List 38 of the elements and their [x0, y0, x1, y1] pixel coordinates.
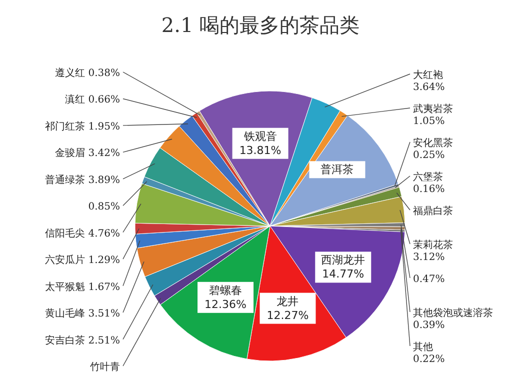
data-label: 0.85%	[88, 202, 120, 213]
slice-label: 其他	[413, 341, 433, 353]
slice-label: 碧螺春	[209, 284, 242, 297]
slice-label: 六堡茶	[413, 171, 443, 183]
data-label: 12.27%	[266, 308, 309, 322]
slice-label: 金骏眉 3.42%	[55, 147, 120, 160]
chart-title: 2.1 喝的最多的茶品类	[161, 13, 360, 37]
slice-label: 竹叶青	[90, 361, 120, 373]
data-label: 0.25%	[413, 150, 445, 161]
slice-label: 遵义红 0.38%	[55, 67, 120, 79]
slice-label: 其他袋泡或速溶茶	[413, 307, 493, 319]
data-label: 3.12%	[413, 252, 445, 263]
slice-label: 大红袍	[413, 69, 443, 81]
data-label: 14.77%	[322, 268, 364, 281]
slice-label: 黄山毛峰 3.51%	[45, 308, 120, 320]
slice-label: 福鼎白茶	[413, 205, 453, 217]
slice-label: 太平猴魁 1.67%	[45, 280, 120, 293]
slice-label: 祁门红茶 1.95%	[45, 120, 120, 132]
slice-label: 六安瓜片 1.29%	[45, 254, 120, 266]
data-label: 0.16%	[413, 184, 445, 195]
slice-label: 滇红 0.66%	[65, 94, 120, 106]
slice-label: 茉莉花茶	[413, 239, 453, 251]
data-label: 3.64%	[413, 82, 445, 93]
slice-label: 普通绿茶 3.89%	[45, 174, 120, 186]
slice-label: 龙井	[276, 294, 299, 308]
slice-label: 安化黑茶	[413, 137, 453, 149]
slice-label: 西湖龙井	[321, 254, 366, 267]
data-label: 0.39%	[413, 320, 445, 331]
data-label: 0.22%	[413, 354, 445, 365]
data-label: 13.81%	[239, 144, 282, 157]
data-label: 0.47%	[413, 274, 445, 285]
slice-label: 铁观音	[242, 130, 277, 143]
slice-label: 武夷岩茶	[413, 103, 453, 115]
slice-label: 信阳毛尖 4.76%	[45, 227, 120, 240]
slice-label: 普洱茶	[320, 163, 354, 176]
data-label: 1.05%	[413, 116, 445, 127]
slice-label: 安吉白茶 2.51%	[45, 334, 120, 346]
data-label: 12.36%	[204, 298, 246, 311]
